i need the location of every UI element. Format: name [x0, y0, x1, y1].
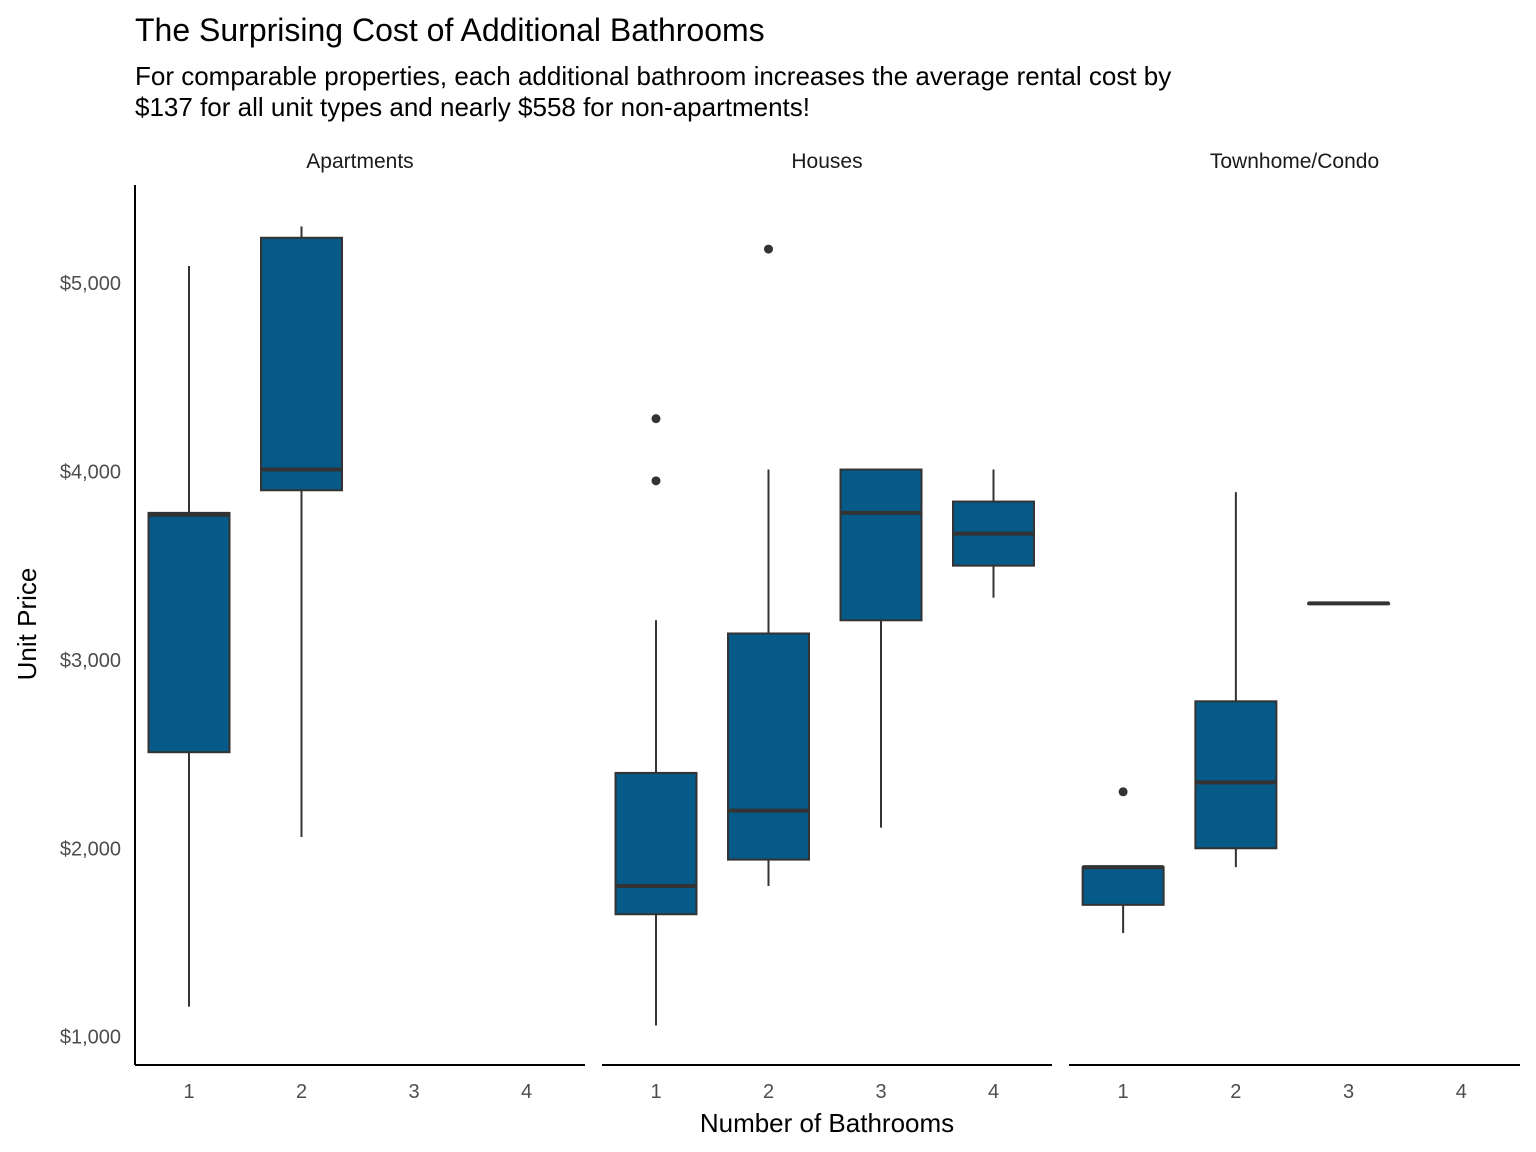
facet-panel-1: Apartments 1 2 3 4 — [135, 150, 585, 1103]
x-tick-label: 4 — [521, 1081, 532, 1103]
box-rect — [147, 511, 231, 754]
box-rect — [1194, 700, 1278, 850]
box-1 — [614, 414, 698, 1026]
box-3 — [839, 468, 923, 828]
box-rect — [1081, 866, 1165, 906]
box-rect — [727, 632, 810, 861]
facet-label: Townhome/Condo — [1210, 150, 1379, 173]
x-tick-label: 3 — [1343, 1081, 1354, 1103]
chart-subtitle-line-1: For comparable properties, each addition… — [135, 61, 1171, 91]
box-4 — [952, 469, 1035, 598]
box-rect — [260, 236, 343, 492]
outlier-point — [651, 476, 661, 486]
box-rect — [614, 771, 698, 916]
y-tick-label: $2,000 — [60, 838, 121, 860]
outlier-point — [651, 414, 661, 424]
facet-label: Houses — [791, 150, 862, 173]
y-tick-label: $1,000 — [60, 1027, 121, 1049]
facet-panel-2: Houses 1 2 3 4 — [602, 150, 1052, 1103]
x-tick-label: 3 — [408, 1081, 419, 1103]
y-tick-label: $3,000 — [60, 650, 121, 672]
facet-panel-3: Townhome/Condo 1 2 3 4 — [1069, 150, 1520, 1103]
box-2 — [260, 226, 343, 837]
x-tick-label: 1 — [650, 1081, 661, 1103]
x-tick-label: 1 — [1118, 1081, 1129, 1103]
x-tick-label: 3 — [875, 1081, 886, 1103]
x-tick-label: 2 — [296, 1081, 307, 1103]
box-1 — [1081, 787, 1165, 934]
x-tick-label: 4 — [1456, 1081, 1467, 1103]
chart-subtitle-line-2: $137 for all unit types and nearly $558 … — [135, 92, 810, 122]
outlier-point — [1118, 787, 1128, 797]
box-3 — [1307, 601, 1391, 606]
x-axis-title: Number of Bathrooms — [700, 1108, 954, 1138]
x-tick-label: 2 — [1230, 1081, 1241, 1103]
x-tick-label: 1 — [183, 1081, 194, 1103]
box-rect — [839, 468, 923, 622]
box-1 — [147, 266, 231, 1007]
outlier-point — [764, 244, 773, 254]
box-2 — [727, 244, 810, 886]
x-tick-label: 2 — [763, 1081, 774, 1103]
facet-label: Apartments — [306, 150, 413, 173]
plot-area: $1,000 $2,000 $3,000 $4,000 $5,000 Apartments… — [60, 150, 1520, 1103]
box-2 — [1194, 492, 1278, 868]
y-tick-label: $5,000 — [60, 273, 121, 295]
y-tick-label: $4,000 — [60, 461, 121, 483]
y-axis-title: Unit Price — [12, 568, 42, 681]
x-tick-label: 4 — [988, 1081, 999, 1103]
chart-title: The Surprising Cost of Additional Bathro… — [135, 12, 765, 48]
